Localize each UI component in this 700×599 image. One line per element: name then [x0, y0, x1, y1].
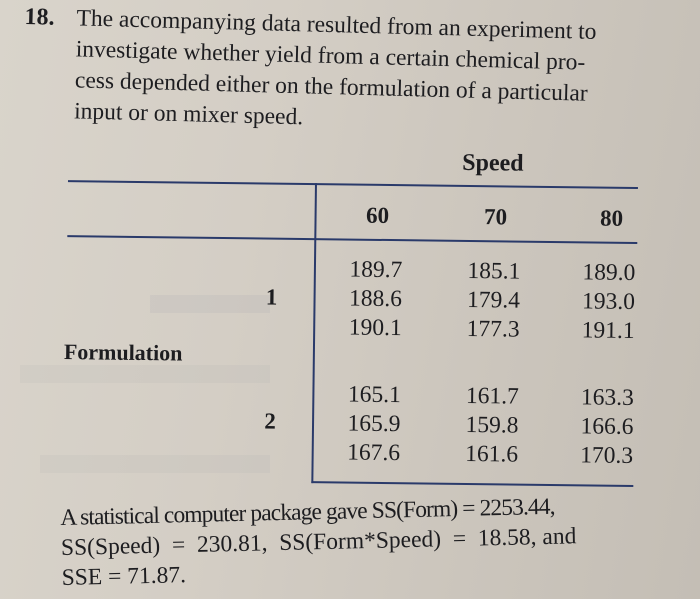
table-cell: 189.0 193.0 191.1: [563, 258, 654, 346]
table-header-rule: [67, 235, 638, 245]
table-cell: 165.1 165.9 167.6: [329, 380, 420, 468]
column-header-80: 80: [599, 205, 624, 231]
column-factor-label: Speed: [462, 149, 524, 177]
cell-value: 189.7: [349, 256, 403, 284]
cell-value: 161.6: [465, 440, 519, 468]
column-header-70: 70: [483, 204, 508, 230]
table-cell: 185.1 179.4 177.3: [448, 257, 539, 345]
cell-value: 165.9: [347, 410, 401, 438]
row-factor-label: Formulation: [63, 339, 183, 366]
table-top-rule: [67, 180, 638, 190]
cell-value: 165.1: [347, 381, 401, 409]
row-label-1: 1: [265, 284, 278, 310]
cell-value: 170.3: [580, 442, 634, 470]
table-cell: 163.3 166.6 170.3: [561, 383, 652, 471]
table-cell: 161.7 159.8 161.6: [447, 382, 538, 470]
show-through-mark: [40, 455, 270, 473]
cell-value: 179.4: [466, 286, 521, 314]
table-divider: [311, 183, 317, 484]
row-label-2: 2: [264, 408, 276, 434]
cell-value: 177.3: [466, 315, 520, 343]
table-bottom-rule: [311, 481, 634, 488]
cell-value: 190.1: [348, 314, 402, 342]
show-through-mark: [20, 365, 270, 383]
cell-value: 167.6: [347, 439, 401, 467]
cell-value: 159.8: [465, 411, 519, 439]
anova-summary: A statistical computer package gave SS(F…: [60, 489, 662, 593]
cell-value: 191.1: [581, 317, 635, 345]
cell-value: 163.3: [580, 384, 634, 412]
table-cell: 189.7 188.6 190.1: [330, 255, 421, 343]
cell-value: 193.0: [581, 288, 636, 316]
show-through-mark: [150, 295, 270, 313]
cell-value: 161.7: [465, 382, 519, 410]
cell-value: 185.1: [467, 257, 521, 285]
column-header-60: 60: [365, 202, 390, 229]
cell-value: 188.6: [348, 285, 403, 313]
cell-value: 189.0: [582, 259, 636, 287]
cell-value: 166.6: [580, 413, 634, 441]
